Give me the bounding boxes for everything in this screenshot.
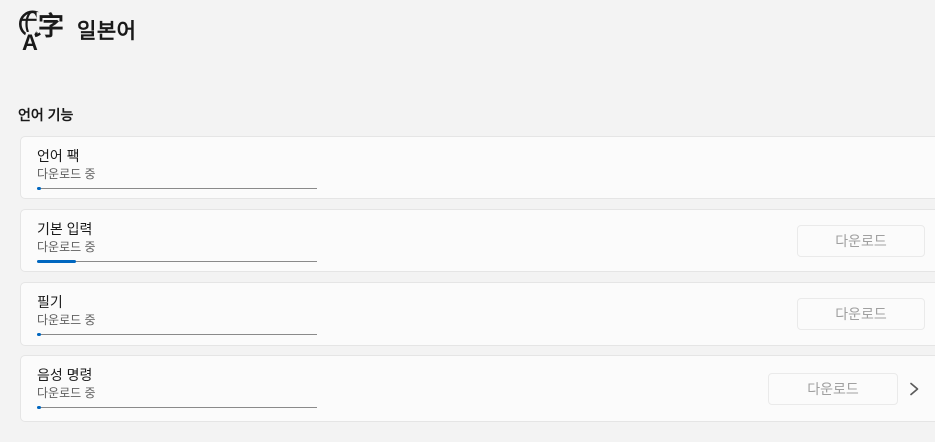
latin-glyph: A xyxy=(22,30,38,52)
card-title: 언어 팩 xyxy=(37,148,80,164)
chevron-right-icon xyxy=(910,382,919,395)
progress-track xyxy=(37,334,317,335)
download-button[interactable]: 다운로드 xyxy=(797,298,925,330)
progress-bar xyxy=(37,260,317,263)
progress-track xyxy=(37,261,317,262)
card-status: 다운로드 중 xyxy=(37,167,96,181)
page-title: 일본어 xyxy=(77,20,137,43)
progress-bar xyxy=(37,406,317,409)
progress-bar xyxy=(37,333,317,336)
progress-fill xyxy=(37,187,42,190)
card-title: 기본 입력 xyxy=(37,221,93,237)
card-body: 언어 팩 다운로드 중 xyxy=(37,147,317,190)
section-title: 언어 기능 xyxy=(18,107,74,123)
download-button[interactable]: 다운로드 xyxy=(768,372,898,405)
card-voice-commands[interactable]: 음성 명령 다운로드 중 다운로드 xyxy=(20,355,935,422)
card-basic-typing: 기본 입력 다운로드 중 다운로드 xyxy=(20,209,935,272)
card-body: 필기 다운로드 중 xyxy=(37,293,317,336)
progress-track xyxy=(37,188,317,189)
progress-bar xyxy=(37,187,317,190)
card-title: 음성 명령 xyxy=(37,367,93,383)
progress-fill xyxy=(37,333,42,336)
card-status: 다운로드 중 xyxy=(37,386,96,400)
card-status: 다운로드 중 xyxy=(37,313,96,327)
cjk-glyph: 字 xyxy=(38,11,63,41)
progress-fill xyxy=(37,260,77,263)
page-header: 字 A 일본어 xyxy=(17,8,136,52)
card-handwriting: 필기 다운로드 중 다운로드 xyxy=(20,282,935,346)
card-language-pack: 언어 팩 다운로드 중 xyxy=(20,136,935,199)
card-title: 필기 xyxy=(37,294,63,310)
language-translate-icon: 字 A xyxy=(19,8,63,52)
card-status: 다운로드 중 xyxy=(37,240,96,254)
card-body: 기본 입력 다운로드 중 xyxy=(37,220,317,263)
download-button[interactable]: 다운로드 xyxy=(797,224,925,257)
progress-track xyxy=(37,407,317,408)
progress-fill xyxy=(37,406,42,409)
card-body: 음성 명령 다운로드 중 xyxy=(37,366,317,409)
